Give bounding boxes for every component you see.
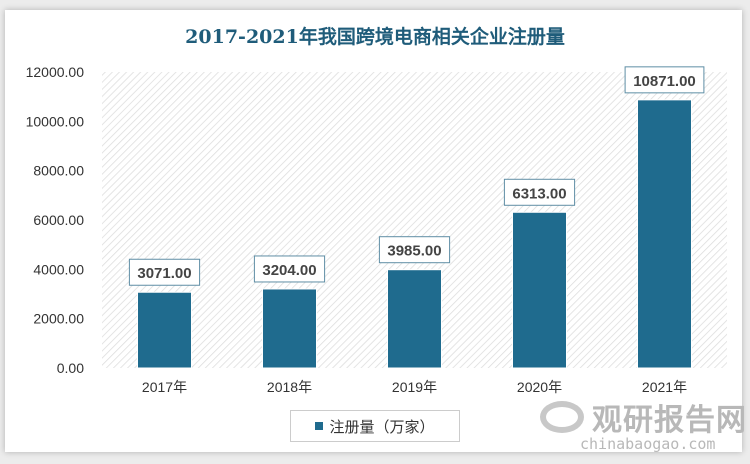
legend-label: 注册量（万家）	[329, 418, 435, 436]
data-label-box	[624, 66, 705, 94]
data-label-box	[253, 255, 326, 283]
data-label-box	[503, 178, 576, 206]
watermark-logo-icon	[540, 401, 584, 433]
data-label: 3071.00	[137, 265, 191, 282]
legend: 注册量（万家）	[290, 410, 460, 442]
x-tick-label: 2020年	[517, 379, 562, 395]
x-tick-label: 2021年	[642, 379, 687, 395]
bar	[262, 288, 317, 369]
y-tick-label: 6000.00	[33, 212, 84, 228]
data-label-box	[128, 258, 201, 286]
bar	[387, 269, 442, 369]
y-tick-label: 8000.00	[33, 163, 84, 179]
bar	[512, 211, 567, 369]
data-label: 3985.00	[387, 243, 441, 260]
y-tick-label: 10000.00	[26, 113, 85, 129]
watermark-en: chinabaogao.com	[580, 435, 716, 453]
data-label-box	[378, 236, 451, 264]
bar	[137, 291, 192, 369]
watermark-cn: 观研报告网	[592, 403, 747, 438]
data-label: 6313.00	[512, 185, 566, 202]
y-tick-label: 2000.00	[33, 311, 84, 327]
data-label: 10871.00	[633, 73, 696, 90]
x-tick-label: 2017年	[142, 379, 187, 395]
y-tick-label: 4000.00	[33, 261, 84, 277]
y-tick-label: 0.00	[57, 360, 84, 376]
y-tick-label: 12000.00	[26, 64, 85, 80]
chart-title: 2017-2021年我国跨境电商相关企业注册量	[185, 26, 565, 48]
bar	[637, 99, 692, 369]
x-tick-label: 2018年	[267, 379, 312, 395]
x-tick-label: 2019年	[392, 379, 437, 395]
watermark: 观研报告网 chinabaogao.com	[540, 395, 747, 453]
legend-swatch	[315, 422, 324, 430]
data-label: 3204.00	[262, 262, 316, 279]
